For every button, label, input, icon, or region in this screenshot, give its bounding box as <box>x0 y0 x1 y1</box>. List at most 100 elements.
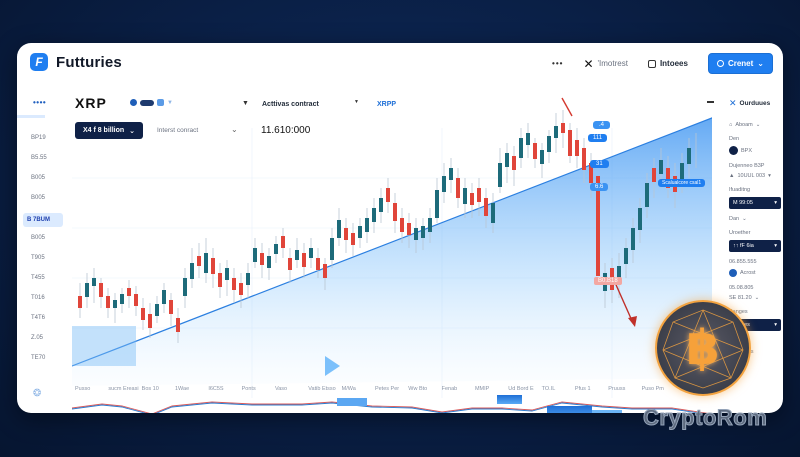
symbol-icons: ▼ <box>130 99 173 106</box>
pair-item[interactable]: BPX <box>729 146 783 155</box>
play-marker-icon[interactable] <box>325 356 340 376</box>
x-label: Pfus 1 <box>574 386 591 392</box>
chevron-down-icon: ⌄ <box>742 216 747 222</box>
peak-arrow <box>561 97 573 117</box>
arrowhead-icon <box>628 316 637 327</box>
price-label: BP19 <box>31 135 46 141</box>
nav-item-intoees[interactable]: Intoees <box>647 59 688 68</box>
nav-item-label: 'Imotrest <box>597 59 628 68</box>
caret-down-icon: ▾ <box>768 173 771 179</box>
x-label: TO.IL <box>541 386 556 392</box>
value-select[interactable]: ▲ 10UUL 003 ▾ <box>729 173 771 179</box>
asset-item[interactable]: Acrost <box>729 269 783 277</box>
section-label: Sanges <box>729 309 748 315</box>
avatar <box>729 146 738 155</box>
trading-select[interactable]: M 99:05 ▾ <box>729 197 781 209</box>
x-label: Pruuss <box>608 386 626 392</box>
coin-icon <box>130 99 137 106</box>
rail-divider <box>17 115 45 118</box>
x-label: Ponts <box>241 386 256 392</box>
rail-menu-button[interactable]: •••• <box>33 98 47 107</box>
x-label: Ww Bto <box>408 386 428 392</box>
section-label: Uroether <box>729 230 751 236</box>
trend-area <box>72 117 712 386</box>
chevron-down-icon[interactable]: ⌄ <box>231 125 238 134</box>
caret-down-icon[interactable]: ▼ <box>167 99 173 106</box>
nav-item-label: Intoees <box>659 59 688 68</box>
grid-icon <box>157 99 164 106</box>
x-label: M/Wa <box>341 386 356 392</box>
geometric-mesh-icon <box>662 309 744 389</box>
section-label: Ifuaditng <box>729 187 751 193</box>
caret-down-icon[interactable]: ▼ <box>354 99 359 105</box>
create-button[interactable]: Crenet ⌄ <box>707 53 773 74</box>
x-label: 1Wae <box>174 386 190 392</box>
sub-select[interactable]: Dan ⌄ <box>729 216 747 222</box>
active-contract-select[interactable]: Acttivas contract <box>262 101 319 108</box>
bitcoin-coin-logo: ฿ <box>655 300 751 396</box>
volume-block <box>72 326 136 366</box>
home-icon: ⌂ <box>729 122 733 128</box>
value2-select[interactable]: SE 81.20 ⌄ <box>729 295 760 301</box>
x-label: Vaso <box>274 386 288 392</box>
minimize-icon[interactable] <box>707 101 714 103</box>
triangle-icon: ▲ <box>729 173 735 179</box>
price-labels: BP19 B5.55 B005 B005 B 7BUM B005 T905 T4… <box>23 133 63 373</box>
x-label: Vatib Etsso <box>308 386 336 392</box>
nav-item-interest[interactable]: ✕ 'Imotrest <box>583 57 627 71</box>
price-label-active[interactable]: B 7BUM <box>23 213 63 227</box>
x-icon: ✕ <box>583 56 594 71</box>
section-label: Den <box>729 136 740 142</box>
volume-button-label: X4 f 8 billion <box>82 127 125 134</box>
xrp-link[interactable]: XRPP <box>377 101 397 108</box>
date-label: 06.855.555 <box>729 259 757 265</box>
x-label: Puso Pm <box>641 386 664 392</box>
price-label: T016 <box>31 295 45 301</box>
volume-button[interactable]: X4 f 8 billion ⌄ <box>75 122 143 139</box>
caret-down-icon: ▾ <box>774 243 777 249</box>
x-label: MMIP <box>474 386 490 392</box>
price-tag[interactable]: 31 <box>590 160 609 168</box>
chevron-down-icon: ⌄ <box>754 295 760 301</box>
price-label: B005 <box>31 235 46 241</box>
price-tag[interactable]: 111 <box>588 134 608 142</box>
x-label: Fenab <box>441 386 458 392</box>
section-label: Dujenneo B3P <box>729 163 765 169</box>
price-label: T905 <box>31 255 45 261</box>
symbol-title[interactable]: XRP <box>75 95 107 111</box>
chevron-down-icon: ⌄ <box>757 59 764 68</box>
app-window: F Futturies ••• ✕ 'Imotrest Intoees Cren… <box>17 43 783 413</box>
settings-icon[interactable]: ❂ <box>33 388 42 399</box>
x-label: sucm Ereasi <box>108 386 139 392</box>
box-icon <box>647 59 656 68</box>
price-label: T4T6 <box>31 315 46 321</box>
indicator-strip <box>72 395 709 413</box>
target-price-tag[interactable]: B0.B18 <box>594 277 622 285</box>
app-title: Futturies <box>56 53 122 71</box>
chevron-down-icon: ⌄ <box>755 122 761 128</box>
app-logo[interactable]: F Futturies <box>30 53 122 71</box>
interest-contract-label[interactable]: Interst conract <box>157 127 199 134</box>
other-select[interactable]: ↑↑ fF 6ia ▾ <box>729 240 781 252</box>
candles <box>78 110 697 343</box>
price-tag[interactable]: .4 <box>593 121 611 129</box>
price-tag[interactable]: 6.6 <box>590 183 609 191</box>
caret-down-icon[interactable]: ▼ <box>242 100 249 107</box>
caret-down-icon: ▾ <box>774 322 777 328</box>
bitcoin-icon: ฿ <box>686 322 720 375</box>
price-label: B005 <box>31 175 46 181</box>
caret-down-icon: ▾ <box>774 200 777 206</box>
current-price-tag[interactable]: Scalualcore csal1 <box>658 179 706 187</box>
price-axis-rail: •••• BP19 B5.55 B005 B005 B 7BUM B005 T9… <box>17 93 63 413</box>
top-nav: ••• ✕ 'Imotrest Intoees Crenet ⌄ <box>552 53 773 74</box>
price-label: Z.05 <box>31 335 44 341</box>
more-menu-button[interactable]: ••• <box>552 59 564 68</box>
candlestick-chart[interactable] <box>72 68 712 413</box>
open-interest-value: 11.610:000 <box>261 125 311 136</box>
account-select[interactable]: ⌂ Aboam ⌄ <box>729 122 761 128</box>
panel-header[interactable]: ✕ Ourduues <box>729 98 771 108</box>
target-arrow <box>612 277 634 324</box>
x-label: I6C5S <box>208 386 224 392</box>
x-label: Ud Bord E <box>508 386 534 392</box>
x-label: Petes Per <box>374 386 400 392</box>
